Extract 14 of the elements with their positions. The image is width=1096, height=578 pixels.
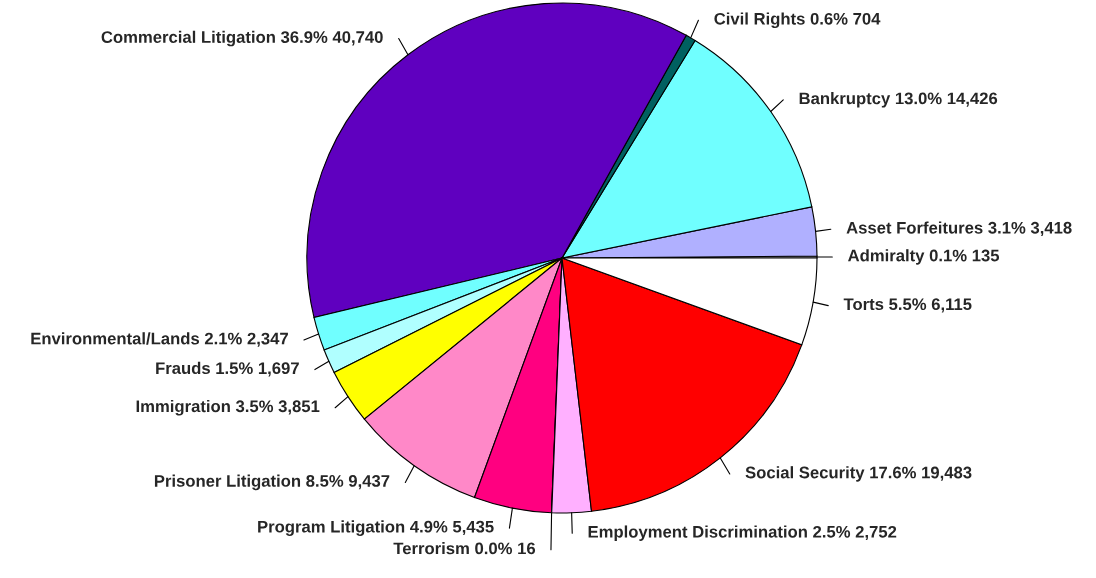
slice-label: Asset Forfeitures 3.1% 3,418 [846,221,1072,237]
slice-label: Social Security 17.6% 19,483 [745,466,972,482]
slice-label: Terrorism 0.0% 16 [393,542,536,555]
slice-label: Civil Rights 0.6% 704 [714,12,881,29]
slice-label: Environmental/Lands 2.1% 2,347 [31,332,288,347]
slice-label: Immigration 3.5% 3,851 [136,399,320,416]
slice-label: Program Litigation 4.9% 5,435 [258,520,494,536]
slice-label: Torts 5.5% 6,115 [843,298,972,313]
slice-label: Employment Discrimination 2.5% 2,752 [588,525,897,541]
slice-label: Frauds 1.5% 1,697 [156,361,299,377]
slice-label: Bankruptcy 13.0% 14,426 [799,92,998,108]
slice-label: Commercial Litigation 36.9% 40,740 [101,30,383,47]
slice-label: Admiralty 0.1% 135 [848,249,1000,265]
slice-label: Prisoner Litigation 8.5% 9,437 [154,474,390,491]
